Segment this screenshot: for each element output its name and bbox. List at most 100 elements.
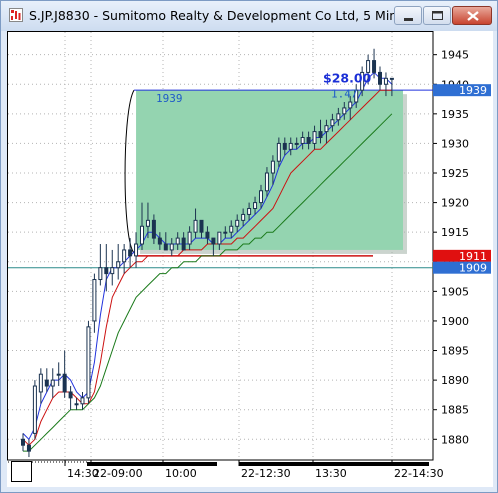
candle-body (193, 219, 198, 233)
candle-body (217, 231, 222, 245)
candle-body (151, 219, 156, 239)
candle-body (145, 219, 150, 227)
candle-body (44, 379, 49, 387)
candle-body (294, 142, 299, 145)
ratio-label: 1.47 (331, 87, 358, 100)
candle-body (50, 379, 55, 387)
chart-area[interactable]: 1880188518901895190019051910191519201925… (7, 31, 493, 487)
candle-body (80, 397, 85, 405)
y-tick-label: 1905 (441, 285, 469, 298)
y-tick-label: 1915 (441, 226, 469, 239)
candle-body (21, 438, 25, 446)
candle-body (187, 231, 192, 245)
candle-body (181, 237, 186, 251)
y-tick-label: 1935 (441, 108, 469, 121)
maximize-icon (432, 11, 443, 20)
candle-body (288, 142, 293, 150)
y-tick-label: 1900 (441, 315, 469, 328)
candle-body (312, 131, 317, 144)
candle-body (372, 60, 377, 73)
price-label-box (433, 249, 491, 262)
candle-body (223, 231, 228, 234)
candles (21, 48, 394, 458)
candle-body (163, 243, 168, 251)
candle-body (134, 243, 139, 257)
candle-body (211, 237, 216, 245)
zone-top-label: 1939 (156, 92, 183, 105)
candle-body (306, 137, 311, 144)
candle-body (116, 261, 121, 269)
session-bar (87, 462, 217, 466)
price-label-1939: 1939 (459, 84, 487, 97)
candle-body (383, 77, 388, 85)
candle-body (300, 137, 305, 144)
price-label-box (433, 261, 491, 274)
close-button[interactable] (452, 6, 492, 25)
candle-body (264, 172, 269, 192)
corner-box (11, 461, 32, 482)
minimize-button[interactable] (394, 6, 422, 25)
candle-body (282, 142, 287, 150)
candle-body (32, 385, 37, 434)
candle-body (92, 279, 97, 322)
candle-body (235, 219, 240, 227)
candle-body (229, 225, 234, 233)
candle-body (389, 77, 394, 80)
candle-body (157, 237, 162, 245)
candle-body (205, 231, 210, 239)
candle-body (366, 60, 371, 73)
session-bar (239, 462, 429, 466)
profit-label: $28.00 (323, 70, 372, 85)
y-tick-label: 1890 (441, 374, 469, 387)
price-chart[interactable]: 1880188518901895190019051910191519201925… (7, 31, 493, 487)
candle-body (324, 125, 329, 133)
x-tick-label: 22-12:30 (241, 467, 291, 480)
candle-body (342, 107, 347, 115)
price-label-box (433, 84, 491, 97)
candle-body (199, 219, 204, 233)
candle-body (169, 243, 174, 251)
candle-body (241, 213, 246, 221)
candle-body (378, 71, 382, 85)
candle-body (259, 190, 263, 204)
chart-app-icon (9, 8, 23, 22)
title-bar[interactable]: S.JP.J8830 - Sumitomo Realty & Developme… (1, 1, 497, 31)
candle-body (360, 71, 365, 91)
profit-zone (136, 90, 404, 250)
candle-body (270, 160, 275, 174)
x-tick-label: 13:30 (315, 467, 347, 480)
candle-body (68, 391, 73, 399)
candle-body (253, 202, 258, 210)
maximize-button[interactable] (423, 6, 451, 25)
candle-body (318, 131, 323, 139)
y-tick-label: 1930 (441, 137, 469, 150)
y-tick-label: 1925 (441, 167, 469, 180)
candle-body (74, 403, 79, 406)
x-tick-label: 14:30 (67, 467, 99, 480)
candle-body (247, 208, 252, 215)
price-label-1909: 1909 (459, 262, 487, 275)
close-icon (467, 11, 479, 21)
y-tick-label: 1885 (441, 404, 469, 417)
green-ma-line (23, 113, 393, 452)
candle-body (110, 267, 115, 275)
candle-body (175, 237, 180, 245)
minimize-icon (404, 18, 413, 21)
y-tick-label: 1920 (441, 197, 469, 210)
candle-body (98, 267, 103, 281)
candle-body (276, 142, 281, 162)
window-title: S.JP.J8830 - Sumitomo Realty & Developme… (29, 8, 398, 23)
y-tick-label: 1945 (441, 49, 469, 62)
candle-body (62, 373, 67, 393)
x-tick-label: 10:00 (165, 467, 197, 480)
candle-body (26, 444, 31, 452)
price-label-1911: 1911 (459, 250, 487, 263)
candle-body (128, 249, 133, 257)
candle-body (330, 119, 335, 127)
candle-body (122, 249, 127, 263)
candle-body (104, 267, 109, 275)
candle-body (38, 373, 43, 393)
candle-body (336, 113, 341, 121)
x-tick-label: 22-09:00 (93, 467, 143, 480)
